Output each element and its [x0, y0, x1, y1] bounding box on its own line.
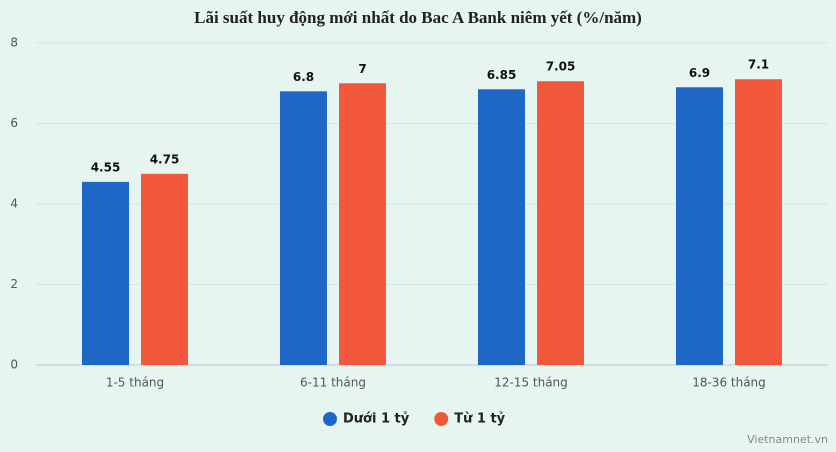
y-tick-label: 6: [10, 116, 18, 130]
y-tick-label: 0: [10, 358, 18, 372]
legend-label: Dưới 1 tỷ: [343, 412, 410, 427]
source: Vietnamnet.vn: [747, 433, 828, 446]
chart-title: Lãi suất huy động mới nhất do Bac A Bank…: [194, 8, 642, 27]
value-label: 6.85: [487, 68, 517, 82]
value-label: 7.1: [748, 58, 769, 72]
value-label: 4.75: [150, 152, 180, 166]
bar: [478, 89, 525, 365]
legend-marker: [323, 412, 337, 426]
bar: [280, 91, 327, 366]
bar: [141, 173, 188, 365]
y-tick-label: 4: [10, 197, 18, 211]
bar: [735, 79, 782, 365]
bar: [82, 181, 129, 365]
legend-label: Từ 1 tỷ: [454, 412, 505, 427]
x-tick-label: 6-11 tháng: [300, 376, 366, 390]
x-tick-label: 18-36 tháng: [692, 376, 766, 390]
y-tick-label: 2: [10, 277, 18, 291]
y-tick-label: 8: [10, 36, 18, 50]
value-label: 7: [358, 62, 366, 76]
value-label: 4.55: [91, 160, 121, 174]
bar: [339, 83, 386, 365]
value-label: 6.8: [293, 70, 314, 84]
bar: [537, 81, 584, 366]
x-tick-label: 1-5 tháng: [106, 376, 164, 390]
x-tick-label: 12-15 tháng: [494, 376, 568, 390]
value-label: 6.9: [689, 66, 710, 80]
legend-marker: [434, 412, 449, 426]
bar: [676, 87, 723, 366]
value-label: 7.05: [546, 60, 576, 74]
